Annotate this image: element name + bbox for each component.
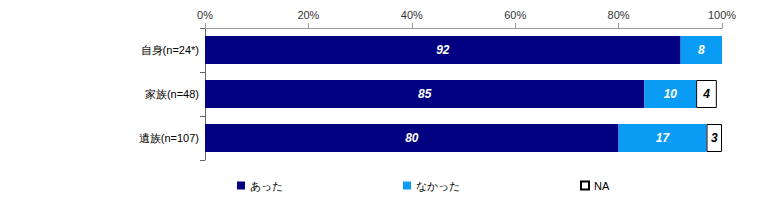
svg-text:NA: NA [594,180,610,192]
svg-text:家族(n=48): 家族(n=48) [145,88,199,100]
svg-text:遺族(n=107): 遺族(n=107) [139,132,199,144]
svg-text:3: 3 [711,131,718,145]
svg-text:100%: 100% [708,9,736,21]
svg-text:0%: 0% [197,9,213,21]
svg-text:80: 80 [405,131,419,145]
svg-text:60%: 60% [504,9,526,21]
svg-text:92: 92 [436,43,450,57]
svg-text:80%: 80% [608,9,630,21]
svg-text:40%: 40% [401,9,423,21]
svg-text:4: 4 [702,87,710,101]
svg-text:10: 10 [664,87,678,101]
svg-text:8: 8 [698,43,705,57]
svg-text:なかった: なかった [416,180,460,192]
svg-text:17: 17 [656,131,671,145]
svg-text:自身(n=24*): 自身(n=24*) [141,44,199,56]
svg-text:あった: あった [250,180,283,192]
svg-text:85: 85 [418,87,432,101]
svg-text:20%: 20% [297,9,319,21]
